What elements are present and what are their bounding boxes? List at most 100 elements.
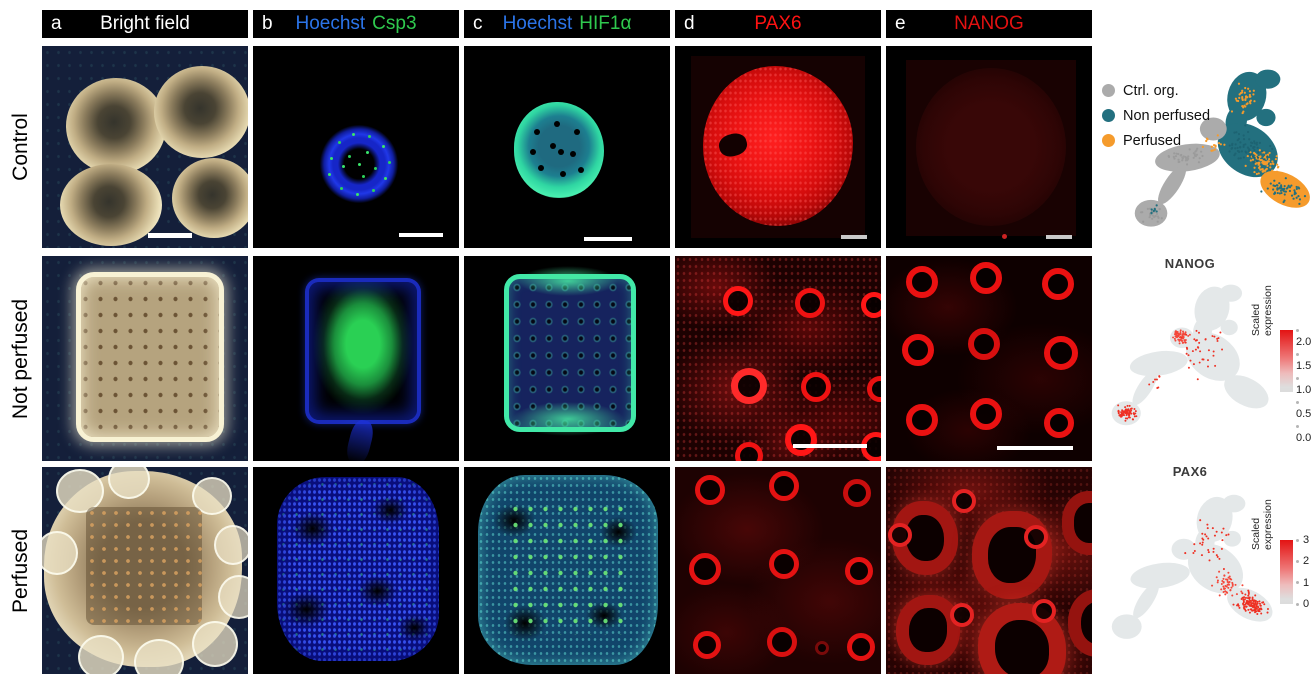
panel-letter-a: a — [51, 13, 62, 34]
pillar-ring-dim — [815, 641, 829, 655]
tick-label: 2.0 — [1296, 324, 1316, 348]
panel-letter-b: b — [262, 13, 273, 34]
nanog-colorbar-label: Scaled expression — [1250, 285, 1274, 336]
col-b-label-csp3: Csp3 — [372, 13, 417, 34]
pillar-ring — [769, 549, 799, 579]
col-d-label-pax6: PAX6 — [754, 13, 802, 34]
hif1a-rim-bottom — [512, 402, 624, 436]
debris-dot — [1002, 234, 1007, 239]
pillar-ring — [693, 631, 721, 659]
panel-brightfield-control — [42, 46, 248, 248]
legend-dot-orange-icon — [1102, 134, 1115, 147]
organoid — [154, 66, 248, 158]
panel-brightfield-not-perfused — [42, 256, 248, 461]
col-b-label-hoechst: Hoechst — [295, 13, 366, 34]
panel-hoechst-hif1a-not-perfused — [464, 256, 670, 461]
tick-label: 0.0 — [1296, 420, 1316, 444]
tick-label: 3 — [1296, 534, 1309, 546]
pillar-ring — [906, 266, 938, 298]
edge-bubble — [134, 639, 184, 674]
pillar-ring — [952, 489, 976, 513]
col-c-label-hif1a: HIF1α — [579, 13, 632, 34]
pillar-ring — [970, 398, 1002, 430]
pillar-ring — [843, 479, 871, 507]
col-header-b: b Hoechst Csp3 — [253, 10, 459, 38]
tick-label: 1 — [1296, 577, 1309, 589]
hif1a-rim-top — [518, 266, 618, 296]
pillar-ring — [735, 442, 763, 461]
tick-label: 2 — [1296, 555, 1309, 567]
tick-label: 1.0 — [1296, 372, 1316, 396]
scaffold-hoechst-perfused — [277, 477, 439, 661]
legend-item-perfused: Perfused — [1102, 128, 1210, 153]
pillar-ring — [906, 404, 938, 436]
panel-hoechst-hif1a-control — [464, 46, 670, 248]
pillar-ring — [861, 292, 881, 318]
panel-nanog-control — [886, 46, 1092, 248]
col-e-label-nanog: NANOG — [954, 13, 1024, 34]
organoid — [66, 78, 166, 174]
row-label-control: Control — [0, 46, 42, 248]
edge-bubble — [56, 469, 104, 513]
edge-bubble — [78, 635, 124, 674]
scale-bar — [584, 237, 632, 241]
panel-hoechst-hif1a-perfused — [464, 467, 670, 674]
pillar-ring — [1044, 408, 1074, 438]
pillar-ring — [970, 262, 1002, 294]
edge-bubble — [192, 621, 238, 667]
pillar-ring — [1032, 599, 1056, 623]
pillar-ring — [1024, 525, 1048, 549]
edge-bubble — [214, 525, 248, 565]
organoid-nanog-dim — [916, 68, 1066, 226]
row-label-perfused-text: Perfused — [9, 528, 32, 613]
umap-nanog-plot — [1111, 284, 1269, 426]
panel-hoechst-csp3-perfused — [253, 467, 459, 674]
pillar-ring — [950, 603, 974, 627]
pillar-ring — [888, 523, 912, 547]
panel-hoechst-csp3-control — [253, 46, 459, 248]
legend-label-ctrl-org: Ctrl. org. — [1123, 82, 1179, 99]
panel-letter-e: e — [895, 13, 906, 34]
panel-pax6-perfused — [675, 467, 881, 674]
pax6-colorbar — [1280, 540, 1293, 604]
pillar-ring — [723, 286, 753, 316]
row-label-control-text: Control — [9, 113, 33, 181]
pillar-ring — [695, 475, 725, 505]
col-header-e: e NANOG — [886, 10, 1092, 38]
pillar-ring — [847, 633, 875, 661]
panel-nanog-perfused — [886, 467, 1092, 674]
organoid — [60, 164, 162, 246]
umap-pax6-plot — [1111, 494, 1273, 639]
scale-bar — [399, 233, 443, 237]
panel-letter-d: d — [684, 13, 695, 34]
panel-letter-c: c — [473, 13, 483, 34]
pillar-ring — [968, 328, 1000, 360]
legend-dot-teal-icon — [1102, 109, 1115, 122]
row-label-not-perfused: Not perfused — [0, 256, 42, 461]
pillar-ring — [902, 334, 934, 366]
pillar-ring — [785, 424, 817, 456]
nanog-umap-title: NANOG — [1164, 256, 1216, 271]
pillar-ring — [1044, 336, 1078, 370]
pax6-colorbar-label: Scaled expression — [1250, 499, 1274, 550]
legend-item-ctrl-org: Ctrl. org. — [1102, 78, 1210, 103]
pillar-ring — [767, 627, 797, 657]
pax6-umap-title: PAX6 — [1172, 464, 1208, 479]
scale-bar — [841, 235, 867, 239]
pillar-ring — [801, 372, 831, 402]
pillar-ring — [867, 376, 881, 402]
scaffold-grid-dots — [508, 501, 632, 635]
row-label-not-perfused-text: Not perfused — [9, 298, 32, 419]
pax6-colorbar-ticks: 3 2 1 0 — [1296, 534, 1309, 610]
legend-dot-gray-icon — [1102, 84, 1115, 97]
umap-legend: Ctrl. org. Non perfused Perfused — [1102, 78, 1210, 153]
nanog-colorbar-ticks: 2.0 1.5 1.0 0.5 0.0 — [1296, 324, 1316, 444]
edge-bubble — [108, 467, 150, 499]
legend-label-perfused: Perfused — [1123, 132, 1182, 149]
legend-item-non-perfused: Non perfused — [1102, 103, 1210, 128]
row-label-perfused: Perfused — [0, 467, 42, 674]
panel-pax6-control — [675, 46, 881, 248]
scaffold-grid — [86, 507, 202, 625]
pillar-ring — [795, 288, 825, 318]
nanog-colorbar — [1280, 330, 1293, 392]
